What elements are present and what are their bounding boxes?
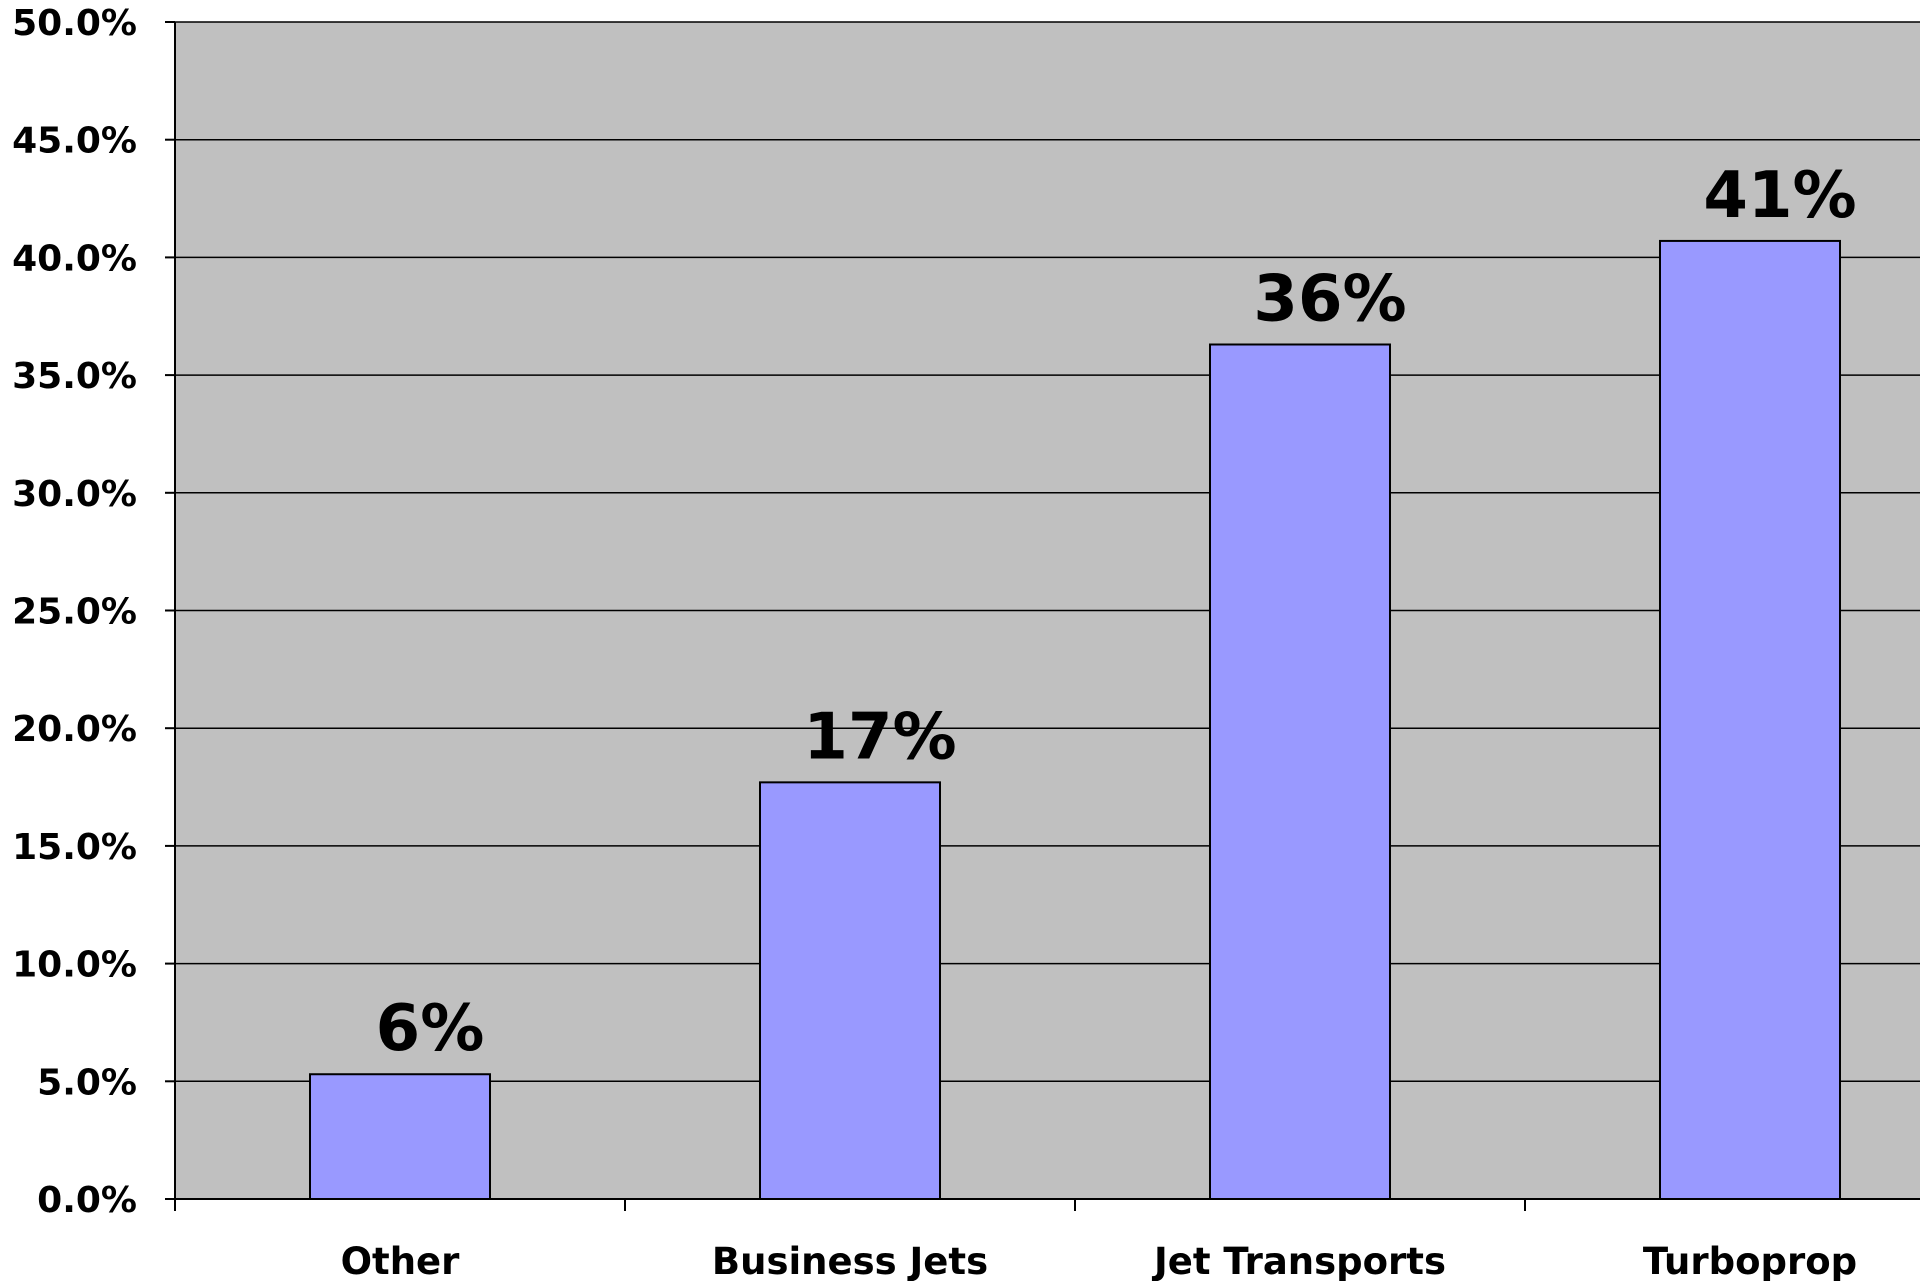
y-tick-label: 20.0%: [12, 709, 137, 750]
category-label: Jet Transports: [1151, 1240, 1446, 1281]
y-tick-label: 50.0%: [12, 3, 137, 44]
y-tick-labels: 0.0% 5.0% 10.0% 15.0% 20.0% 25.0% 30.0% 35.0% 40…: [12, 3, 137, 1221]
y-tick-label: 10.0%: [12, 945, 137, 986]
bars: [309, 239, 1841, 1201]
data-label: 17%: [803, 700, 956, 774]
bar: [759, 781, 941, 1200]
y-tick-label: 30.0%: [12, 474, 137, 515]
y-tick-label: 45.0%: [12, 121, 137, 162]
bar: [309, 1073, 491, 1201]
y-tick-label: 40.0%: [12, 238, 137, 279]
data-label: 41%: [1703, 159, 1856, 233]
y-tick-label: 35.0%: [12, 356, 137, 397]
y-tick-label: 25.0%: [12, 592, 137, 633]
category-labels: Other Business Jets Jet Transports Turbopro…: [341, 1240, 1858, 1281]
y-tick-label: 15.0%: [12, 827, 137, 868]
category-label: Other: [341, 1240, 461, 1281]
category-label: Business Jets: [712, 1240, 988, 1281]
bar: [1659, 239, 1841, 1200]
y-tick-label: 0.0%: [37, 1180, 137, 1221]
gridlines: [175, 21, 1920, 1083]
data-labels: 6% 17% 36% 41%: [376, 159, 1857, 1066]
data-label: 36%: [1253, 262, 1406, 336]
y-tick-label: 5.0%: [37, 1062, 137, 1103]
category-label: Turboprop: [1643, 1240, 1857, 1281]
data-label: 6%: [376, 992, 485, 1066]
bar: [1209, 343, 1391, 1200]
